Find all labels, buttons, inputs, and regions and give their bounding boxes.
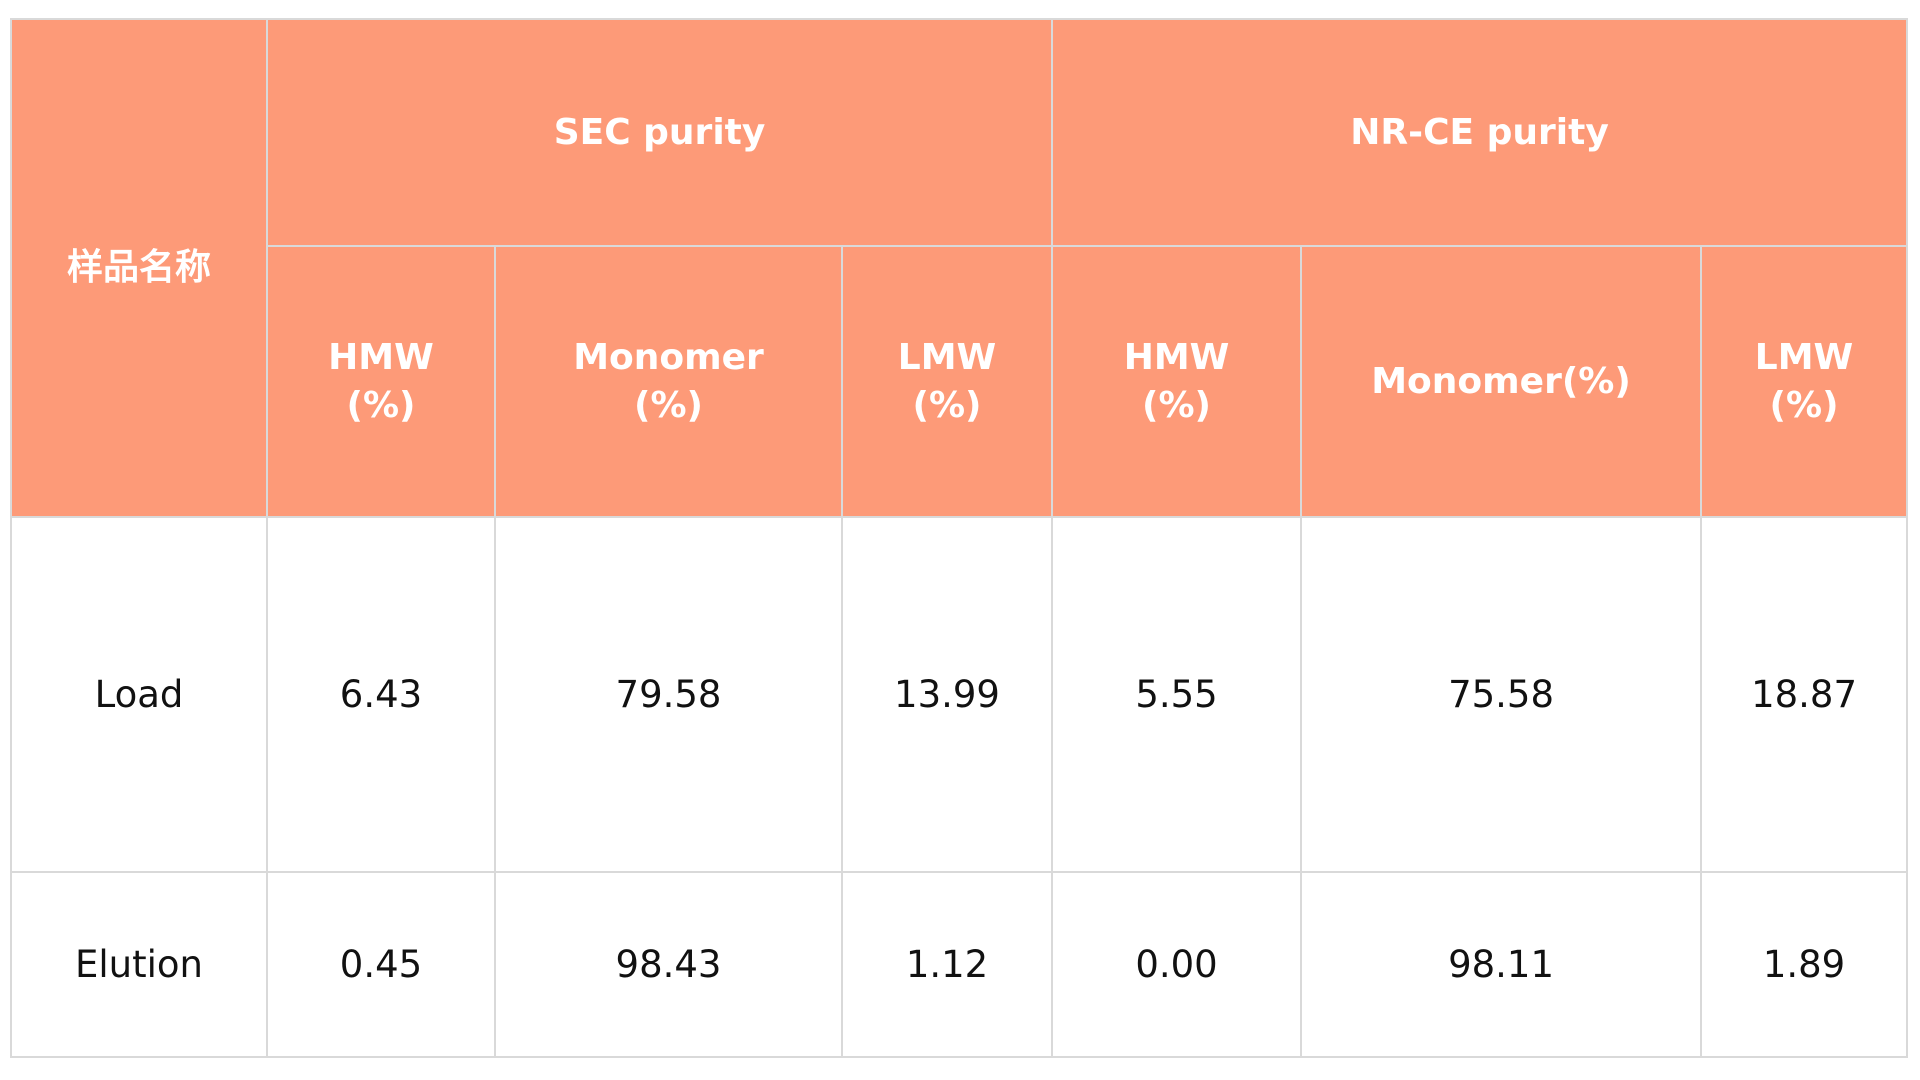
value-cell: 5.55 [1051, 516, 1303, 873]
value-cell: 98.43 [494, 871, 843, 1058]
value-cell: 0.00 [1051, 871, 1303, 1058]
purity-table: 样品名称 SEC purity NR-CE purity HMW (%) Mon… [10, 18, 1909, 1058]
sample-cell: Elution [10, 871, 268, 1058]
sample-cell: Load [10, 516, 268, 873]
value-cell: 98.11 [1300, 871, 1703, 1058]
value-cell: 0.45 [266, 871, 496, 1058]
value-cell: 18.87 [1700, 516, 1909, 873]
value-cell: 6.43 [266, 516, 496, 873]
header-cell: 样品名称 [10, 18, 268, 518]
data-row: Load 6.43 79.58 13.99 5.55 75.58 18.87 [10, 516, 1909, 873]
group-header: NR-CE purity [1051, 18, 1909, 247]
group-header: SEC purity [265, 18, 1054, 247]
column-header: HMW (%) [266, 245, 496, 518]
value-cell: 1.12 [840, 871, 1054, 1058]
column-header: HMW (%) [1051, 245, 1303, 518]
value-cell: 79.58 [494, 516, 843, 873]
data-row: Elution 0.45 98.43 1.12 0.00 98.11 1.89 [10, 871, 1909, 1058]
column-header: Monomer (%) [494, 245, 843, 518]
column-header: LMW (%) [840, 245, 1054, 518]
value-cell: 13.99 [840, 516, 1054, 873]
column-header: LMW (%) [1700, 245, 1909, 518]
value-cell: 1.89 [1700, 871, 1909, 1058]
header-row: HMW (%) Monomer (%) LMW (%) HMW (%) Mono… [11, 245, 1909, 518]
header-row: 样品名称 SEC purity NR-CE purity [10, 18, 1909, 518]
column-header: Monomer(%) [1300, 245, 1703, 518]
value-cell: 75.58 [1300, 516, 1703, 873]
